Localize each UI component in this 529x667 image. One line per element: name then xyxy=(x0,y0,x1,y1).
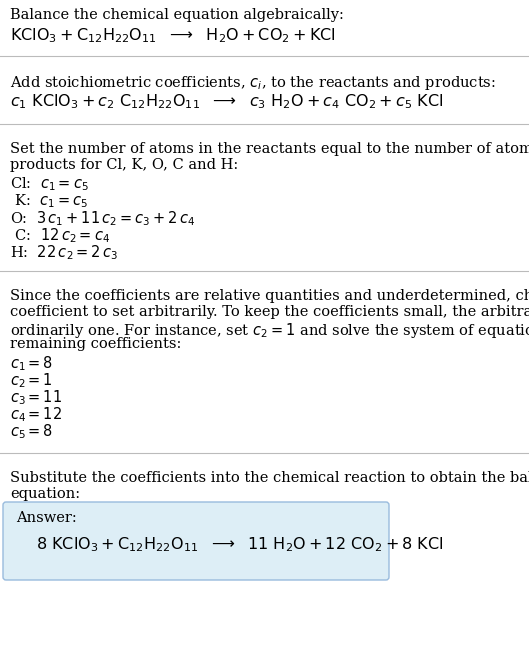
Text: $\mathregular{KClO_3 + C_{12}H_{22}O_{11}}$  $\longrightarrow$  $\mathregular{H_: $\mathregular{KClO_3 + C_{12}H_{22}O_{11… xyxy=(10,26,336,45)
Text: Since the coefficients are relative quantities and underdetermined, choose a: Since the coefficients are relative quan… xyxy=(10,289,529,303)
FancyBboxPatch shape xyxy=(3,502,389,580)
Text: remaining coefficients:: remaining coefficients: xyxy=(10,337,181,351)
Text: equation:: equation: xyxy=(10,487,80,501)
Text: Add stoichiometric coefficients, $c_i$, to the reactants and products:: Add stoichiometric coefficients, $c_i$, … xyxy=(10,74,496,92)
Text: Substitute the coefficients into the chemical reaction to obtain the balanced: Substitute the coefficients into the che… xyxy=(10,471,529,485)
Text: ordinarily one. For instance, set $c_2 = 1$ and solve the system of equations fo: ordinarily one. For instance, set $c_2 =… xyxy=(10,321,529,340)
Text: coefficient to set arbitrarily. To keep the coefficients small, the arbitrary va: coefficient to set arbitrarily. To keep … xyxy=(10,305,529,319)
Text: Cl:  $c_1 = c_5$: Cl: $c_1 = c_5$ xyxy=(10,175,89,193)
Text: $c_3 = 11$: $c_3 = 11$ xyxy=(10,388,62,407)
Text: $c_1 = 8$: $c_1 = 8$ xyxy=(10,354,53,373)
Text: $8\ \mathregular{KClO_3} + \mathregular{C_{12}H_{22}O_{11}}$  $\longrightarrow$ : $8\ \mathregular{KClO_3} + \mathregular{… xyxy=(36,535,444,554)
Text: $c_5 = 8$: $c_5 = 8$ xyxy=(10,422,53,441)
Text: $c_4 = 12$: $c_4 = 12$ xyxy=(10,405,62,424)
Text: Set the number of atoms in the reactants equal to the number of atoms in the: Set the number of atoms in the reactants… xyxy=(10,142,529,156)
Text: K:  $c_1 = c_5$: K: $c_1 = c_5$ xyxy=(10,192,88,209)
Text: H:  $22\,c_2 = 2\,c_3$: H: $22\,c_2 = 2\,c_3$ xyxy=(10,243,118,261)
Text: O:  $3\,c_1 + 11\,c_2 = c_3 + 2\,c_4$: O: $3\,c_1 + 11\,c_2 = c_3 + 2\,c_4$ xyxy=(10,209,195,227)
Text: Answer:: Answer: xyxy=(16,511,77,525)
Text: Balance the chemical equation algebraically:: Balance the chemical equation algebraica… xyxy=(10,8,344,22)
Text: C:  $12\,c_2 = c_4$: C: $12\,c_2 = c_4$ xyxy=(10,226,110,245)
Text: $c_1\ \mathregular{KClO_3} + c_2\ \mathregular{C_{12}H_{22}O_{11}}$  $\longright: $c_1\ \mathregular{KClO_3} + c_2\ \mathr… xyxy=(10,92,444,111)
Text: $c_2 = 1$: $c_2 = 1$ xyxy=(10,371,53,390)
Text: products for Cl, K, O, C and H:: products for Cl, K, O, C and H: xyxy=(10,158,238,172)
